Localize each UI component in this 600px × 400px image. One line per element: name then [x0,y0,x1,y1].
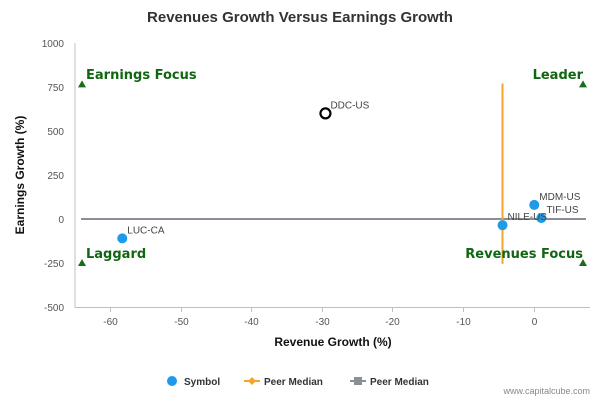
x-tick-label: -40 [244,317,259,328]
quadrant-marker-top-left [78,80,86,88]
y-tick-label: 500 [47,127,64,138]
quadrant-marker-bottom-right [579,259,587,266]
quadrant-label-revenues-focus: Revenues Focus [465,247,583,262]
x-tick-label: -50 [174,317,189,328]
plot-axes: -60 -50 -40 -30 -20 -10 0 1000 750 500 250 0 -250 -50… [42,39,590,328]
legend-item: Peer Median [244,377,323,388]
data-point-nile-us [497,220,508,231]
quadrant-marker-top-right [579,80,587,88]
legend-item: Symbol [167,376,220,388]
legend-item: Peer Median [350,377,429,388]
data-label-nile-us: NILE-US [508,212,548,223]
quadrant-label-leader: Leader [533,68,584,83]
chart-title: Revenues Growth Versus Earnings Growth [147,9,453,26]
quadrant-labels: Earnings Focus Leader Laggard Revenues Focu… [78,68,587,266]
y-tick-label: 1000 [42,39,65,50]
quadrant-marker-bottom-left [78,259,86,266]
legend-symbol-marker [167,376,177,386]
credit-text: www.capitalcube.com [502,386,590,396]
peer-median-lines [81,83,586,264]
x-tick-label: -20 [385,317,400,328]
x-tick-label: -30 [315,317,330,328]
data-point-tif-us [536,213,547,224]
y-tick-label: 750 [47,83,64,94]
data-point-luc-ca [117,233,128,244]
y-tick-label: -250 [44,259,64,270]
data-label-mdm-us: MDM-US [539,192,580,203]
quadrant-label-laggard: Laggard [86,247,146,262]
data-point-mdm-us [529,199,540,210]
y-tick-label: 250 [47,171,64,182]
x-tick-label: -10 [456,317,471,328]
y-tick-label: 0 [58,215,64,226]
y-tick-label: -500 [44,303,64,314]
legend: Symbol Peer Median Peer Median [167,376,429,388]
quadrant-label-earnings-focus: Earnings Focus [86,68,197,83]
y-axis-title: Earnings Growth (%) [13,116,27,235]
data-label-ddc-us: DDC-US [330,100,369,111]
legend-diamond-marker [248,377,256,385]
data-point-ddc-us [319,107,332,120]
x-tick-label: -60 [103,317,118,328]
x-tick-label: 0 [532,317,538,328]
legend-label: Symbol [184,377,220,388]
x-axis-title: Revenue Growth (%) [274,335,391,349]
legend-square-marker [354,377,362,385]
data-label-luc-ca: LUC-CA [127,225,165,236]
legend-label: Peer Median [264,377,323,388]
legend-label: Peer Median [370,377,429,388]
data-label-tif-us: TIF-US [546,205,579,216]
